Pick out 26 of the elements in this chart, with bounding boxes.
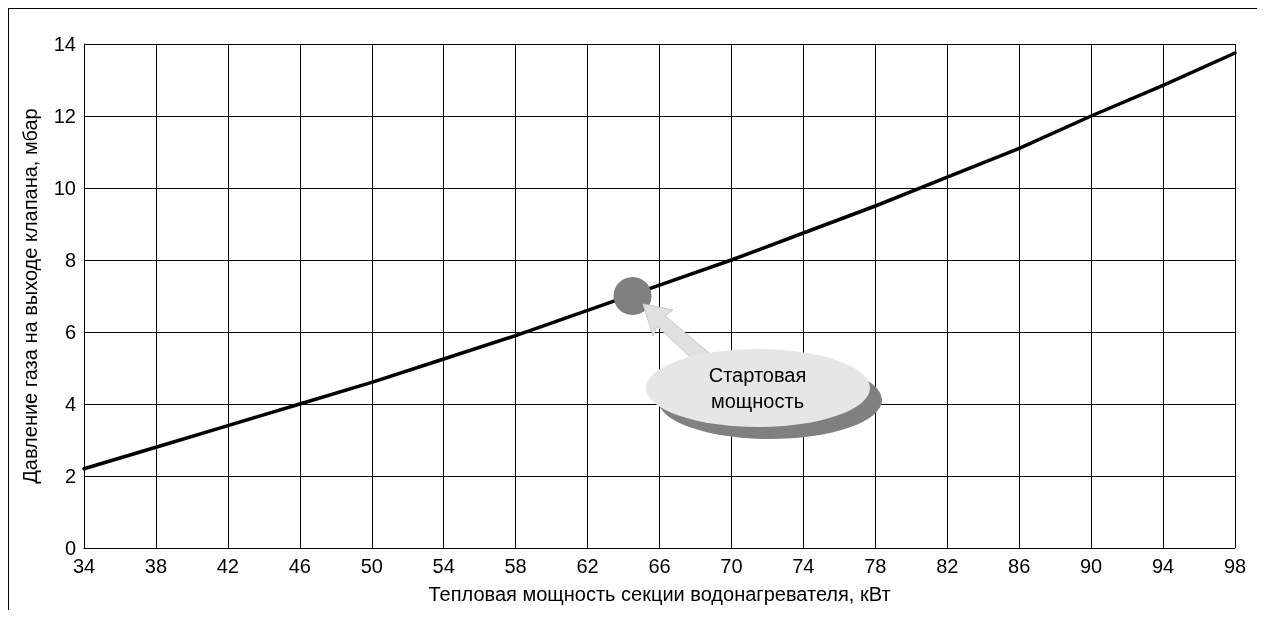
x-tick-label: 78 bbox=[864, 555, 887, 577]
x-tick-label: 38 bbox=[144, 555, 168, 577]
x-tick-label: 62 bbox=[576, 555, 599, 577]
x-tick-label: 98 bbox=[1223, 555, 1247, 577]
x-axis-title: Тепловая мощность секции водонагревателя, кВт bbox=[428, 583, 891, 605]
y-tick-label: 8 bbox=[64, 249, 76, 271]
x-tick-label: 74 bbox=[792, 555, 815, 577]
x-tick-label: 86 bbox=[1008, 555, 1031, 577]
x-tick-label: 54 bbox=[432, 555, 455, 577]
y-tick-label: 4 bbox=[64, 393, 76, 415]
y-tick-label: 2 bbox=[64, 465, 76, 487]
x-tick-label: 94 bbox=[1151, 555, 1175, 577]
y-tick-label: 10 bbox=[53, 177, 76, 199]
x-tick-label: 42 bbox=[216, 555, 239, 577]
x-tick-label: 82 bbox=[936, 555, 959, 577]
y-axis-title: Давление газа на выходе клапана, мбар bbox=[19, 108, 41, 484]
x-tick-label: 70 bbox=[720, 555, 743, 577]
x-tick-label: 58 bbox=[504, 555, 527, 577]
x-tick-label: 90 bbox=[1080, 555, 1103, 577]
y-tick-label: 6 bbox=[64, 321, 76, 343]
x-tick-label: 66 bbox=[648, 555, 671, 577]
x-tick-label: 50 bbox=[360, 555, 383, 577]
y-tick-label: 14 bbox=[53, 33, 76, 55]
x-tick-label: 46 bbox=[288, 555, 311, 577]
y-tick-label: 12 bbox=[53, 105, 76, 127]
annotation: Стартовая мощность bbox=[707, 363, 808, 414]
